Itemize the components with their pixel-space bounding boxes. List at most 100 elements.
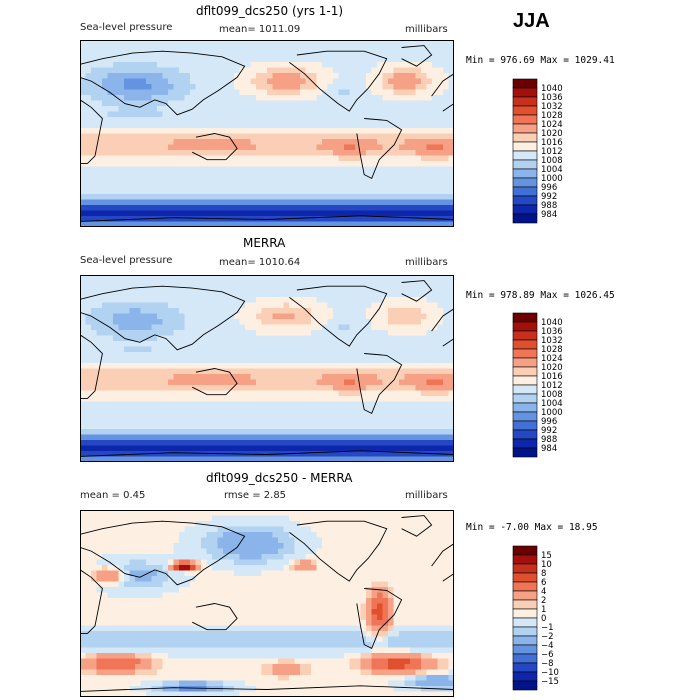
- field-cell: [80, 210, 86, 217]
- field-cell: [355, 302, 361, 309]
- field-cell: [393, 84, 400, 90]
- field-cell: [432, 188, 438, 195]
- field-cell: [300, 451, 306, 457]
- field-cell: [355, 423, 361, 430]
- field-cell: [261, 346, 268, 353]
- field-cell: [272, 73, 279, 79]
- field-cell: [366, 510, 372, 516]
- field-cell: [404, 150, 411, 156]
- field-cell: [371, 95, 378, 101]
- field-cell: [426, 374, 433, 380]
- field-cell: [355, 133, 361, 140]
- field-cell: [404, 166, 411, 173]
- field-cell: [382, 45, 389, 52]
- field-cell: [267, 155, 273, 162]
- field-cell: [118, 172, 125, 178]
- field-cell: [283, 122, 290, 129]
- field-cell: [355, 194, 361, 200]
- field-cell: [410, 51, 416, 57]
- field-cell: [124, 205, 130, 211]
- field-cell: [399, 291, 405, 298]
- field-cell: [96, 341, 103, 347]
- field-cell: [382, 221, 389, 227]
- field-cell: [162, 396, 169, 402]
- field-cell: [437, 390, 444, 397]
- field-cell: [426, 100, 433, 107]
- field-cell: [250, 67, 257, 74]
- field-cell: [173, 172, 180, 178]
- field-cell: [267, 122, 273, 129]
- field-cell: [322, 106, 328, 112]
- field-cell: [157, 451, 163, 457]
- field-cell: [217, 291, 224, 298]
- field-cell: [448, 139, 454, 145]
- field-cell: [201, 374, 207, 380]
- field-cell: [157, 51, 163, 57]
- field-cell: [305, 210, 312, 217]
- field-cell: [151, 106, 158, 112]
- field-cell: [206, 297, 213, 303]
- field-cell: [333, 275, 339, 281]
- field-cell: [151, 45, 158, 52]
- field-cell: [85, 346, 92, 353]
- field-cell: [118, 205, 125, 211]
- field-cell: [245, 161, 251, 167]
- field-cell: [283, 357, 290, 364]
- field-cell: [267, 319, 273, 325]
- field-cell: [168, 128, 174, 134]
- field-cell: [278, 106, 284, 112]
- field-cell: [327, 62, 334, 68]
- field-cell: [283, 67, 290, 74]
- field-cell: [201, 412, 207, 419]
- field-cell: [333, 302, 339, 309]
- field-cell: [217, 56, 224, 63]
- field-cell: [272, 291, 279, 298]
- field-cell: [96, 346, 103, 353]
- field-cell: [283, 379, 290, 386]
- field-cell: [305, 440, 312, 446]
- field-cell: [157, 401, 163, 408]
- field-cell: [338, 434, 345, 441]
- field-cell: [113, 73, 119, 79]
- field-cell: [85, 133, 92, 140]
- field-cell: [140, 161, 147, 167]
- field-cell: [184, 286, 191, 292]
- field-cell: [338, 73, 345, 79]
- field-cell: [421, 150, 427, 156]
- field-cell: [382, 429, 389, 435]
- field-cell: [338, 122, 345, 129]
- field-cell: [272, 122, 279, 129]
- field-cell: [228, 128, 235, 134]
- field-cell: [113, 319, 119, 325]
- field-cell: [311, 434, 317, 441]
- field-cell: [146, 510, 152, 516]
- field-cell: [217, 423, 224, 430]
- field-cell: [261, 177, 268, 184]
- field-cell: [410, 510, 416, 516]
- field-cell: [289, 188, 295, 195]
- field-cell: [283, 155, 290, 162]
- field-cell: [228, 412, 235, 419]
- field-cell: [212, 390, 218, 397]
- field-cell: [135, 161, 141, 167]
- field-cell: [355, 89, 361, 96]
- field-cell: [272, 280, 279, 287]
- field-cell: [201, 297, 207, 303]
- field-cell: [96, 183, 103, 189]
- field-cell: [206, 100, 213, 107]
- field-cell: [305, 106, 312, 112]
- field-cell: [294, 412, 301, 419]
- field-cell: [305, 445, 312, 452]
- field-cell: [322, 40, 328, 46]
- field-cell: [388, 521, 394, 527]
- field-cell: [437, 521, 444, 527]
- field-cell: [206, 385, 213, 391]
- field-cell: [217, 363, 224, 369]
- field-cell: [201, 188, 207, 195]
- field-cell: [140, 510, 147, 516]
- field-cell: [206, 313, 213, 320]
- field-cell: [382, 84, 389, 90]
- field-cell: [201, 330, 207, 336]
- field-cell: [245, 510, 251, 516]
- field-cell: [388, 390, 394, 397]
